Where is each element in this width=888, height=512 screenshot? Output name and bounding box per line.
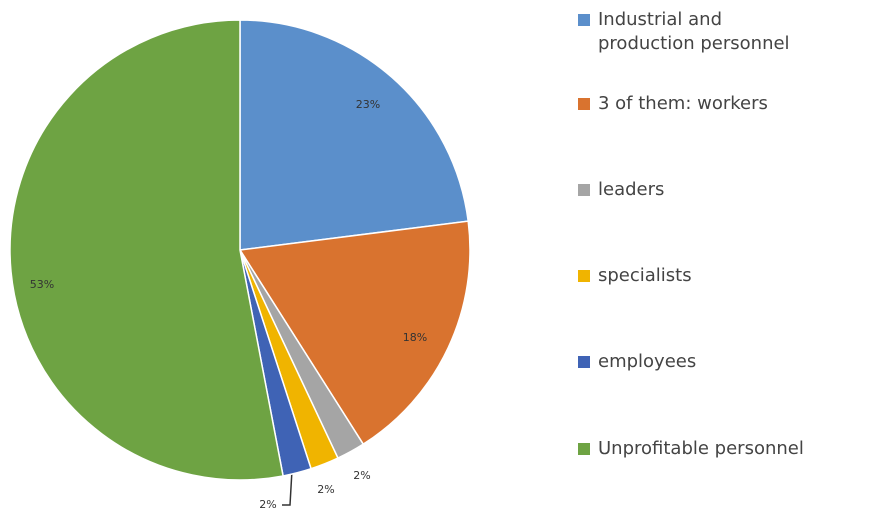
data-label: 18% [403,331,427,344]
legend-item: specialists [578,264,888,288]
data-label: 2% [259,498,276,511]
legend-swatch [578,443,590,455]
legend-swatch [578,184,590,196]
pie-slice [9,19,284,481]
pie-slice [238,220,471,446]
leader-line [282,469,293,506]
legend-swatch [578,270,590,282]
legend-label: Unprofitable personnel [598,438,804,459]
legend-item: 3 of them: workers [578,92,888,116]
legend-label: Industrial and production personnel [598,9,790,54]
data-label: 2% [317,483,334,496]
legend-swatch [578,98,590,110]
legend-item: Unprofitable personnel [578,437,888,461]
legend-item: leaders [578,178,888,202]
legend-label: leaders [598,179,665,200]
legend-swatch [578,356,590,368]
data-label: 53% [30,278,54,291]
legend-label: specialists [598,265,692,286]
legend-swatch [578,14,590,26]
legend-label: employees [598,351,697,372]
chart: 23% 18% 2% 2% 2% 53% [9,19,471,511]
pie-slice [239,19,470,251]
data-label: 2% [353,469,370,482]
data-label: 23% [356,98,380,111]
legend-item: Industrial and production personnel [578,8,798,56]
legend-item: employees [578,350,888,374]
legend-label: 3 of them: workers [598,93,768,114]
